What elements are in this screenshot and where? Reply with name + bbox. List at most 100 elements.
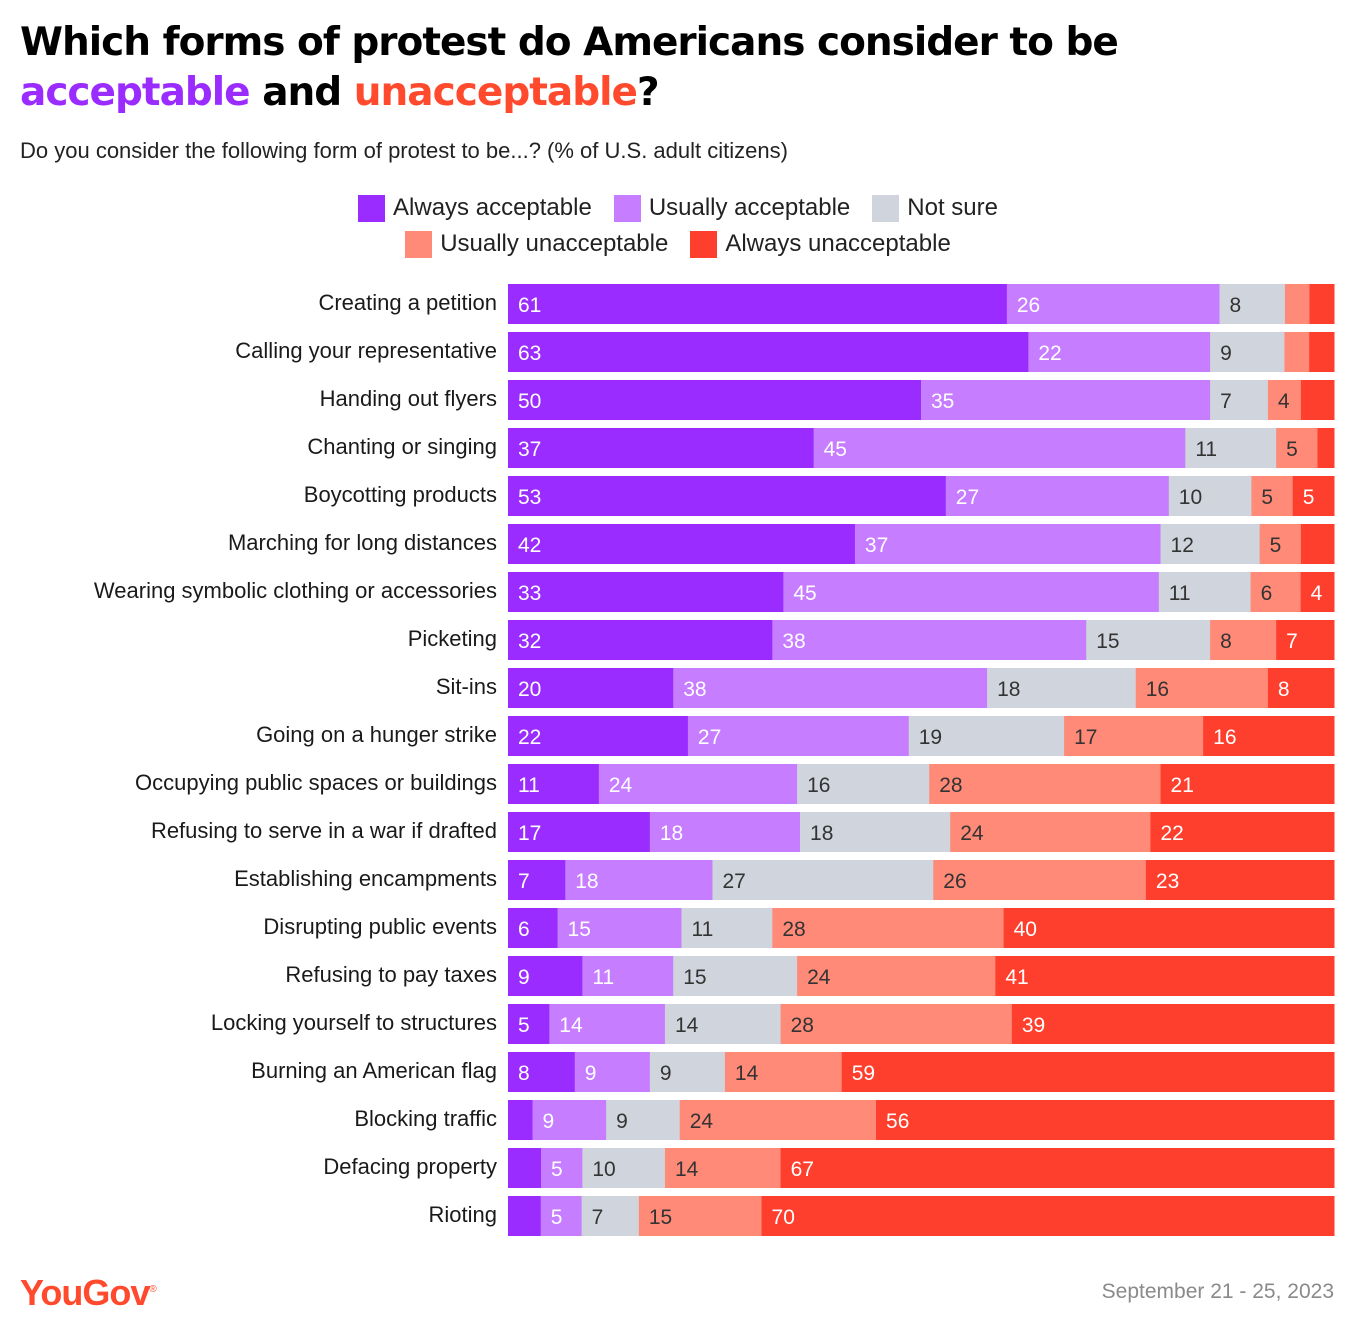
- data-label: 61: [518, 294, 541, 317]
- bar-segment-usually-acceptable: [649, 812, 801, 852]
- data-label: 70: [772, 1206, 795, 1229]
- bar-segment-usually-unacceptable: [724, 1052, 843, 1092]
- bar-segment-always-unacceptable: [841, 1052, 1335, 1092]
- data-label: 28: [782, 918, 805, 941]
- bar-segment-not-sure: [800, 812, 951, 852]
- bar-segment-not-sure: [1219, 284, 1286, 324]
- bar-segment-always-unacceptable: [1160, 764, 1335, 804]
- bar-row-handing-out-flyers: Handing out flyers 50 35 7 4: [320, 380, 1335, 420]
- data-label: 67: [791, 1158, 814, 1181]
- data-label: 6: [518, 918, 530, 941]
- bar-segment-usually-acceptable: [549, 1004, 666, 1044]
- data-label: 5: [1261, 486, 1273, 509]
- title-line1: Which forms of protest do Americans cons…: [20, 20, 1119, 65]
- bar-row-marching-for-long-distances: Marching for long distances 42 37 12 5: [228, 524, 1335, 564]
- data-label: 28: [939, 774, 962, 797]
- data-label: 50: [518, 390, 541, 413]
- legend-swatch: [613, 194, 641, 222]
- data-label: 27: [698, 726, 721, 749]
- data-label: 8: [518, 1062, 530, 1085]
- survey-date: September 21 - 25, 2023: [1101, 1280, 1334, 1303]
- bar-segment-usually-unacceptable: [797, 956, 996, 996]
- data-label: 15: [1096, 630, 1119, 653]
- data-label: 5: [551, 1158, 563, 1181]
- data-label: 33: [518, 582, 541, 605]
- data-label: 18: [810, 822, 833, 845]
- data-label: 7: [518, 870, 530, 893]
- bar-segment-always-unacceptable: [761, 1196, 1335, 1236]
- data-label: 5: [1286, 438, 1298, 461]
- bar-row-creating-a-petition: Creating a petition 61 26 8: [318, 284, 1335, 324]
- data-label: 9: [585, 1062, 597, 1085]
- data-label: 11: [1195, 438, 1217, 461]
- bar-row-defacing-property: Defacing property 5 10 14 67: [323, 1148, 1335, 1188]
- data-label: 5: [1303, 486, 1315, 509]
- legend-swatch: [358, 194, 386, 222]
- category-label: Refusing to serve in a war if drafted: [151, 818, 497, 843]
- data-label: 9: [518, 966, 530, 989]
- bar-segment-always-unacceptable: [780, 1148, 1335, 1188]
- bar-segment-always-acceptable: [508, 332, 1029, 372]
- data-label: 14: [735, 1062, 759, 1085]
- bar-row-chanting-or-singing: Chanting or singing 37 45 11 5: [307, 428, 1335, 468]
- data-label: 53: [518, 486, 541, 509]
- data-label: 17: [1074, 726, 1097, 749]
- bar-segment-not-sure: [1160, 524, 1261, 564]
- bar-segment-always-acceptable: [508, 1052, 576, 1092]
- title-question-mark: ?: [636, 70, 660, 115]
- data-label: 11: [691, 918, 713, 941]
- bar-segment-usually-acceptable: [582, 956, 674, 996]
- bar-segment-usually-acceptable: [687, 716, 910, 756]
- bar-segment-usually-acceptable: [854, 524, 1162, 564]
- chart-title: Which forms of protest do Americans cons…: [20, 18, 1340, 118]
- bar-segment-usually-unacceptable: [772, 908, 1005, 948]
- data-label: 5: [1270, 534, 1282, 557]
- data-label: 8: [1278, 678, 1290, 701]
- bar-segment-always-unacceptable: [876, 1100, 1335, 1140]
- bar-segment-usually-acceptable: [813, 428, 1186, 468]
- bar-row-going-on-a-hunger-strike: Going on a hunger strike 22 27 19 17 16: [256, 716, 1335, 756]
- bar-segment-always-acceptable: [508, 956, 583, 996]
- bar-row-locking-yourself-to-structures: Locking yourself to structures 5 14 14 28 39: [211, 1004, 1335, 1044]
- data-label: 6: [1261, 582, 1273, 605]
- bar-segment-usually-unacceptable: [1135, 668, 1269, 708]
- bar-segment-always-unacceptable: [1309, 284, 1335, 324]
- bar-segment-not-sure: [1210, 332, 1285, 372]
- bar-segment-usually-unacceptable: [1284, 284, 1310, 324]
- bar-row-disrupting-public-events: Disrupting public events 6 15 11 28 40: [263, 908, 1335, 948]
- data-label: 27: [956, 486, 979, 509]
- legend-swatch: [872, 194, 900, 222]
- category-label: Occupying public spaces or buildings: [135, 770, 497, 795]
- bar-segment-not-sure: [1158, 572, 1252, 612]
- bar-segment-always-acceptable: [508, 764, 600, 804]
- bar-segment-not-sure: [582, 1148, 666, 1188]
- bar-segment-usually-acceptable: [783, 572, 1160, 612]
- data-label: 11: [518, 774, 540, 797]
- data-label: 7: [1286, 630, 1298, 653]
- bar-segment-always-unacceptable: [1309, 332, 1335, 372]
- bar-segment-usually-unacceptable: [664, 1148, 782, 1188]
- bar-row-calling-your-representative: Calling your representative 63 22 9: [235, 332, 1335, 372]
- data-label: 26: [943, 870, 966, 893]
- bar-row-blocking-traffic: Blocking traffic 9 9 24 56: [354, 1100, 1335, 1140]
- data-label: 28: [791, 1014, 814, 1037]
- bar-segment-usually-unacceptable: [1064, 716, 1204, 756]
- bar-segment-always-unacceptable: [1203, 716, 1335, 756]
- data-label: 24: [960, 822, 984, 845]
- category-label: Marching for long distances: [228, 530, 497, 555]
- bar-row-refusing-to-pay-taxes: Refusing to pay taxes 9 11 15 24 41: [285, 956, 1335, 996]
- bar-row-picketing: Picketing 32 38 15 8 7: [408, 620, 1335, 660]
- bar-segment-not-sure: [1168, 476, 1252, 516]
- bar-segment-always-acceptable: [508, 572, 784, 612]
- data-label: 8: [1220, 630, 1232, 653]
- data-label: 16: [807, 774, 830, 797]
- data-label: 26: [1017, 294, 1040, 317]
- bar-row-rioting: Rioting 5 7 15 70: [429, 1196, 1335, 1236]
- data-label: 11: [592, 966, 614, 989]
- data-label: 18: [997, 678, 1020, 701]
- bar-segment-always-acceptable: [508, 620, 773, 660]
- bar-segment-always-acceptable: [508, 476, 947, 516]
- data-label: 38: [782, 630, 805, 653]
- bar-segment-always-acceptable: [508, 668, 674, 708]
